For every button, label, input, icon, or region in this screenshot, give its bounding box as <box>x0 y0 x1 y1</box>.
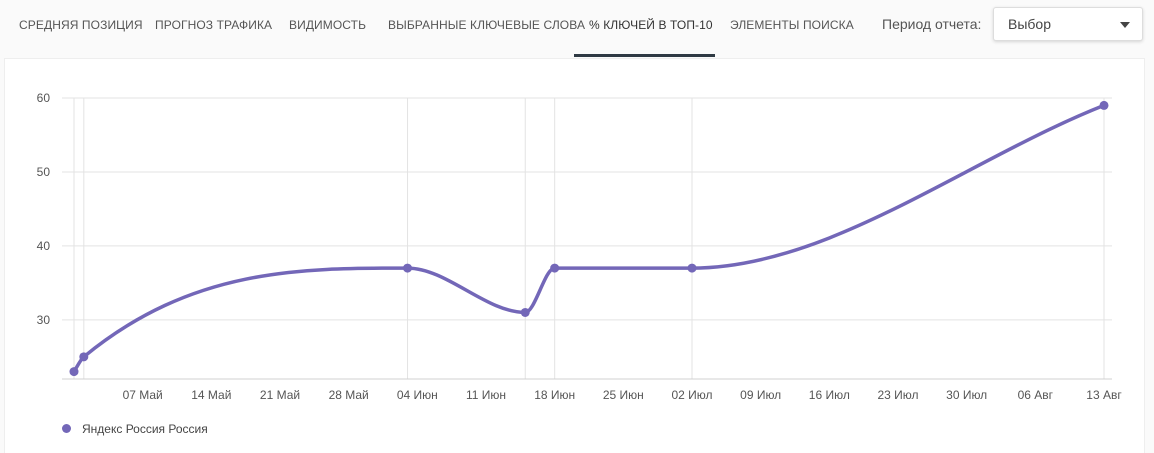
x-tick-label: 16 Июл <box>809 388 850 402</box>
x-tick-label: 13 Авг <box>1086 388 1122 402</box>
data-point <box>1099 100 1109 110</box>
active-tab-indicator <box>574 54 715 57</box>
x-tick-label: 25 Июн <box>603 388 644 402</box>
x-tick-label: 21 Май <box>260 388 300 402</box>
series-line <box>72 103 1106 374</box>
x-tick-label: 23 Июл <box>877 388 918 402</box>
data-point <box>79 352 89 362</box>
x-tick-label: 09 Июл <box>740 388 781 402</box>
x-tick-label: 11 Июн <box>466 388 506 402</box>
x-tick-label: 06 Авг <box>1018 388 1054 402</box>
x-tick-label: 30 Июл <box>946 388 987 402</box>
data-point <box>687 263 697 273</box>
legend-label: Яндекс Россия Россия <box>82 422 208 436</box>
period-select-value: Выбор <box>1008 16 1051 32</box>
x-tick-label: 18 Июн <box>534 388 575 402</box>
legend-marker <box>62 424 71 433</box>
x-tick-label: 28 Май <box>329 388 369 402</box>
tab-traffic-forecast[interactable]: Прогноз трафика <box>155 18 273 32</box>
x-tick-label: 07 Май <box>123 388 163 402</box>
y-tick-label: 60 <box>37 91 51 105</box>
caret-down-icon <box>1120 22 1130 28</box>
tab-top10-keywords-percent[interactable]: % ключей в ТОП-10 <box>589 18 713 32</box>
tab-selected-keywords[interactable]: Выбранные ключевые слова <box>388 18 586 32</box>
period-label: Период отчета: <box>882 16 982 32</box>
data-point <box>520 307 530 317</box>
x-tick-label: 04 Июн <box>397 388 438 402</box>
y-tick-label: 40 <box>37 239 51 253</box>
data-point <box>69 367 79 377</box>
y-tick-label: 30 <box>37 313 51 327</box>
chart-panel <box>4 58 1145 453</box>
x-tick-label: 14 Май <box>191 388 231 402</box>
tab-visibility[interactable]: Видимость <box>289 18 367 32</box>
tab-average-position[interactable]: Средняя позиция <box>19 18 143 32</box>
data-point <box>550 263 560 273</box>
x-tick-label: 02 Июл <box>671 388 712 402</box>
period-select[interactable]: Выбор <box>993 7 1143 41</box>
data-point <box>403 263 413 273</box>
tab-search-elements[interactable]: Элементы поиска <box>730 18 854 32</box>
y-tick-label: 50 <box>37 165 51 179</box>
report-tabs: Средняя позиция Прогноз трафика Видимост… <box>0 0 1154 58</box>
